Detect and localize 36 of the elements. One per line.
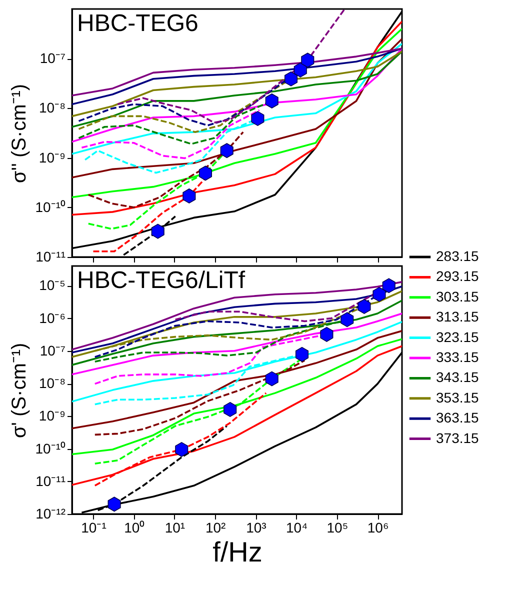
legend-label: 373.15 [436,430,480,446]
x-tick-label: 10³ [246,520,267,536]
y-axis-title: σ'' (S·cm⁻¹) [8,84,30,184]
legend-label: 353.15 [436,389,480,406]
y-tick-label: 10⁻¹¹ [36,248,66,264]
x-axis-title: f/Hz [212,536,262,568]
y-tick-label: 10⁻⁹ [38,408,66,424]
chart-title: HBC-TEG6/LiTf [77,267,246,294]
y-tick-label: 10⁻⁶ [39,310,66,326]
x-tick-label: 10⁰ [124,520,145,536]
x-tick-label: 10⁴ [286,520,308,536]
legend-label: 363.15 [436,410,480,426]
x-tick-label: 10⁶ [367,520,389,536]
y-tick-label: 10⁻⁷ [40,342,66,358]
legend-label: 283.15 [436,248,480,264]
legend-label: 343.15 [436,369,480,386]
y-tick-label: 10⁻⁹ [38,149,66,166]
x-tick-label: 10¹ [164,520,186,536]
x-tick-label: 10⁻¹ [81,520,107,536]
x-tick-label: 10⁵ [326,520,348,536]
y-axis-title: σ' (S·cm⁻¹) [8,342,30,438]
legend-label: 293.15 [436,268,480,284]
y-tick-label: 10⁻¹¹ [36,472,66,489]
legend-label: 333.15 [436,349,480,365]
y-tick-label: 10⁻⁸ [39,375,66,392]
chart-title: HBC-TEG6 [77,10,198,37]
legend-label: 323.15 [436,328,480,345]
legend-label: 303.15 [436,288,480,304]
y-tick-label: 10⁻¹⁰ [35,440,66,456]
y-tick-label: 10⁻⁷ [40,50,66,66]
y-tick-label: 10⁻¹² [36,506,66,522]
y-tick-label: 10⁻⁵ [39,277,66,294]
legend-label: 313.15 [436,308,480,325]
y-tick-label: 10⁻⁸ [39,100,66,116]
x-tick-label: 10² [205,520,226,536]
y-tick-label: 10⁻¹⁰ [35,198,66,215]
